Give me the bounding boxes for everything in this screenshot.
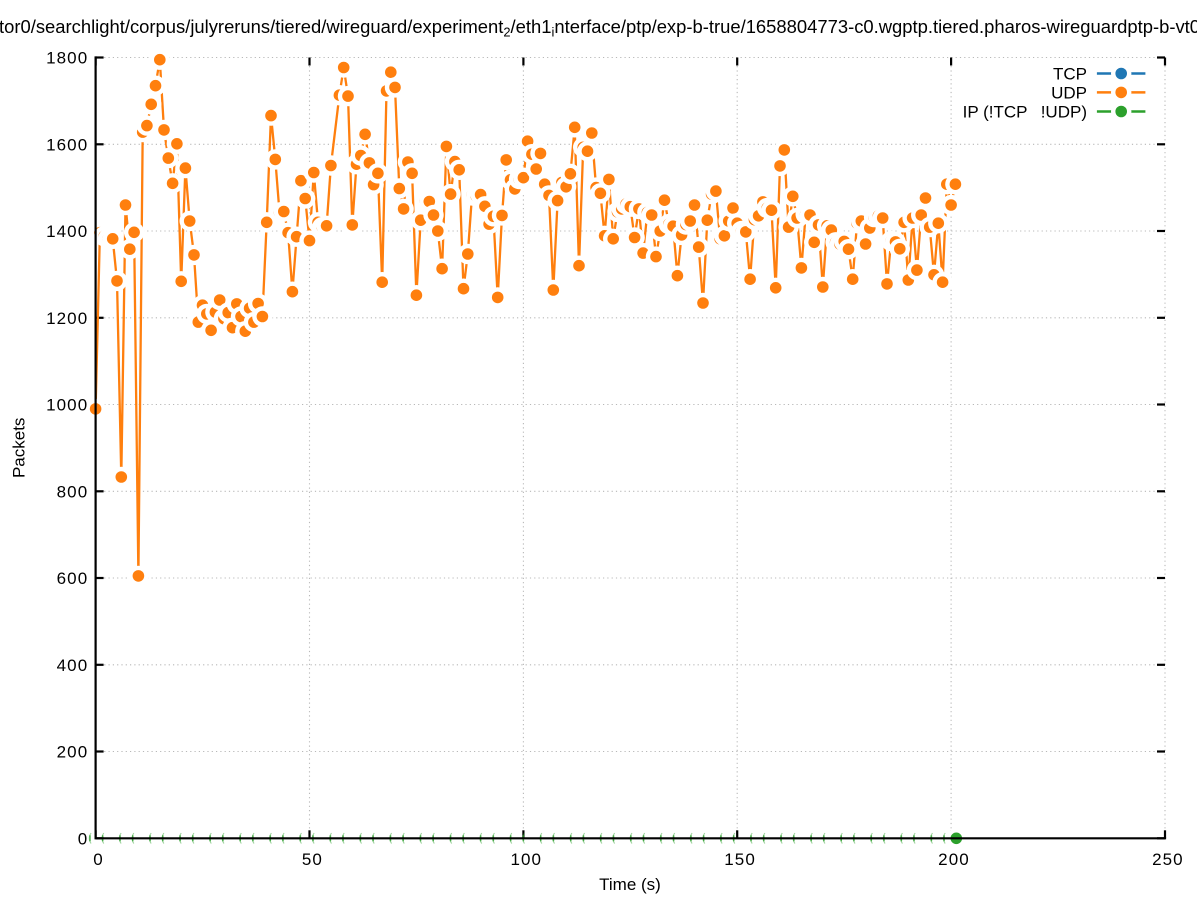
- svg-text:600: 600: [57, 569, 89, 588]
- svg-text:200: 200: [57, 743, 89, 762]
- svg-text:250: 250: [1152, 850, 1184, 869]
- svg-text:400: 400: [57, 656, 89, 675]
- svg-text:200: 200: [938, 850, 970, 869]
- svg-text:TCP: TCP: [1053, 65, 1087, 84]
- svg-text:0: 0: [93, 850, 104, 869]
- svg-text:1000: 1000: [46, 396, 88, 415]
- svg-text:1400: 1400: [46, 222, 88, 241]
- svg-text:Packets: Packets: [10, 418, 29, 478]
- svg-text:150: 150: [724, 850, 756, 869]
- svg-text:800: 800: [57, 482, 89, 501]
- svg-text:1600: 1600: [46, 135, 88, 154]
- svg-text:1800: 1800: [46, 49, 88, 68]
- svg-text:UDP: UDP: [1051, 83, 1087, 102]
- svg-text:100: 100: [510, 850, 542, 869]
- svg-text:0: 0: [78, 829, 89, 848]
- svg-text:1200: 1200: [46, 309, 88, 328]
- svg-text:IP (!TCP !UDP): IP (!TCP !UDP): [963, 103, 1087, 122]
- svg-text:Time (s): Time (s): [599, 875, 661, 894]
- svg-text:50: 50: [302, 850, 323, 869]
